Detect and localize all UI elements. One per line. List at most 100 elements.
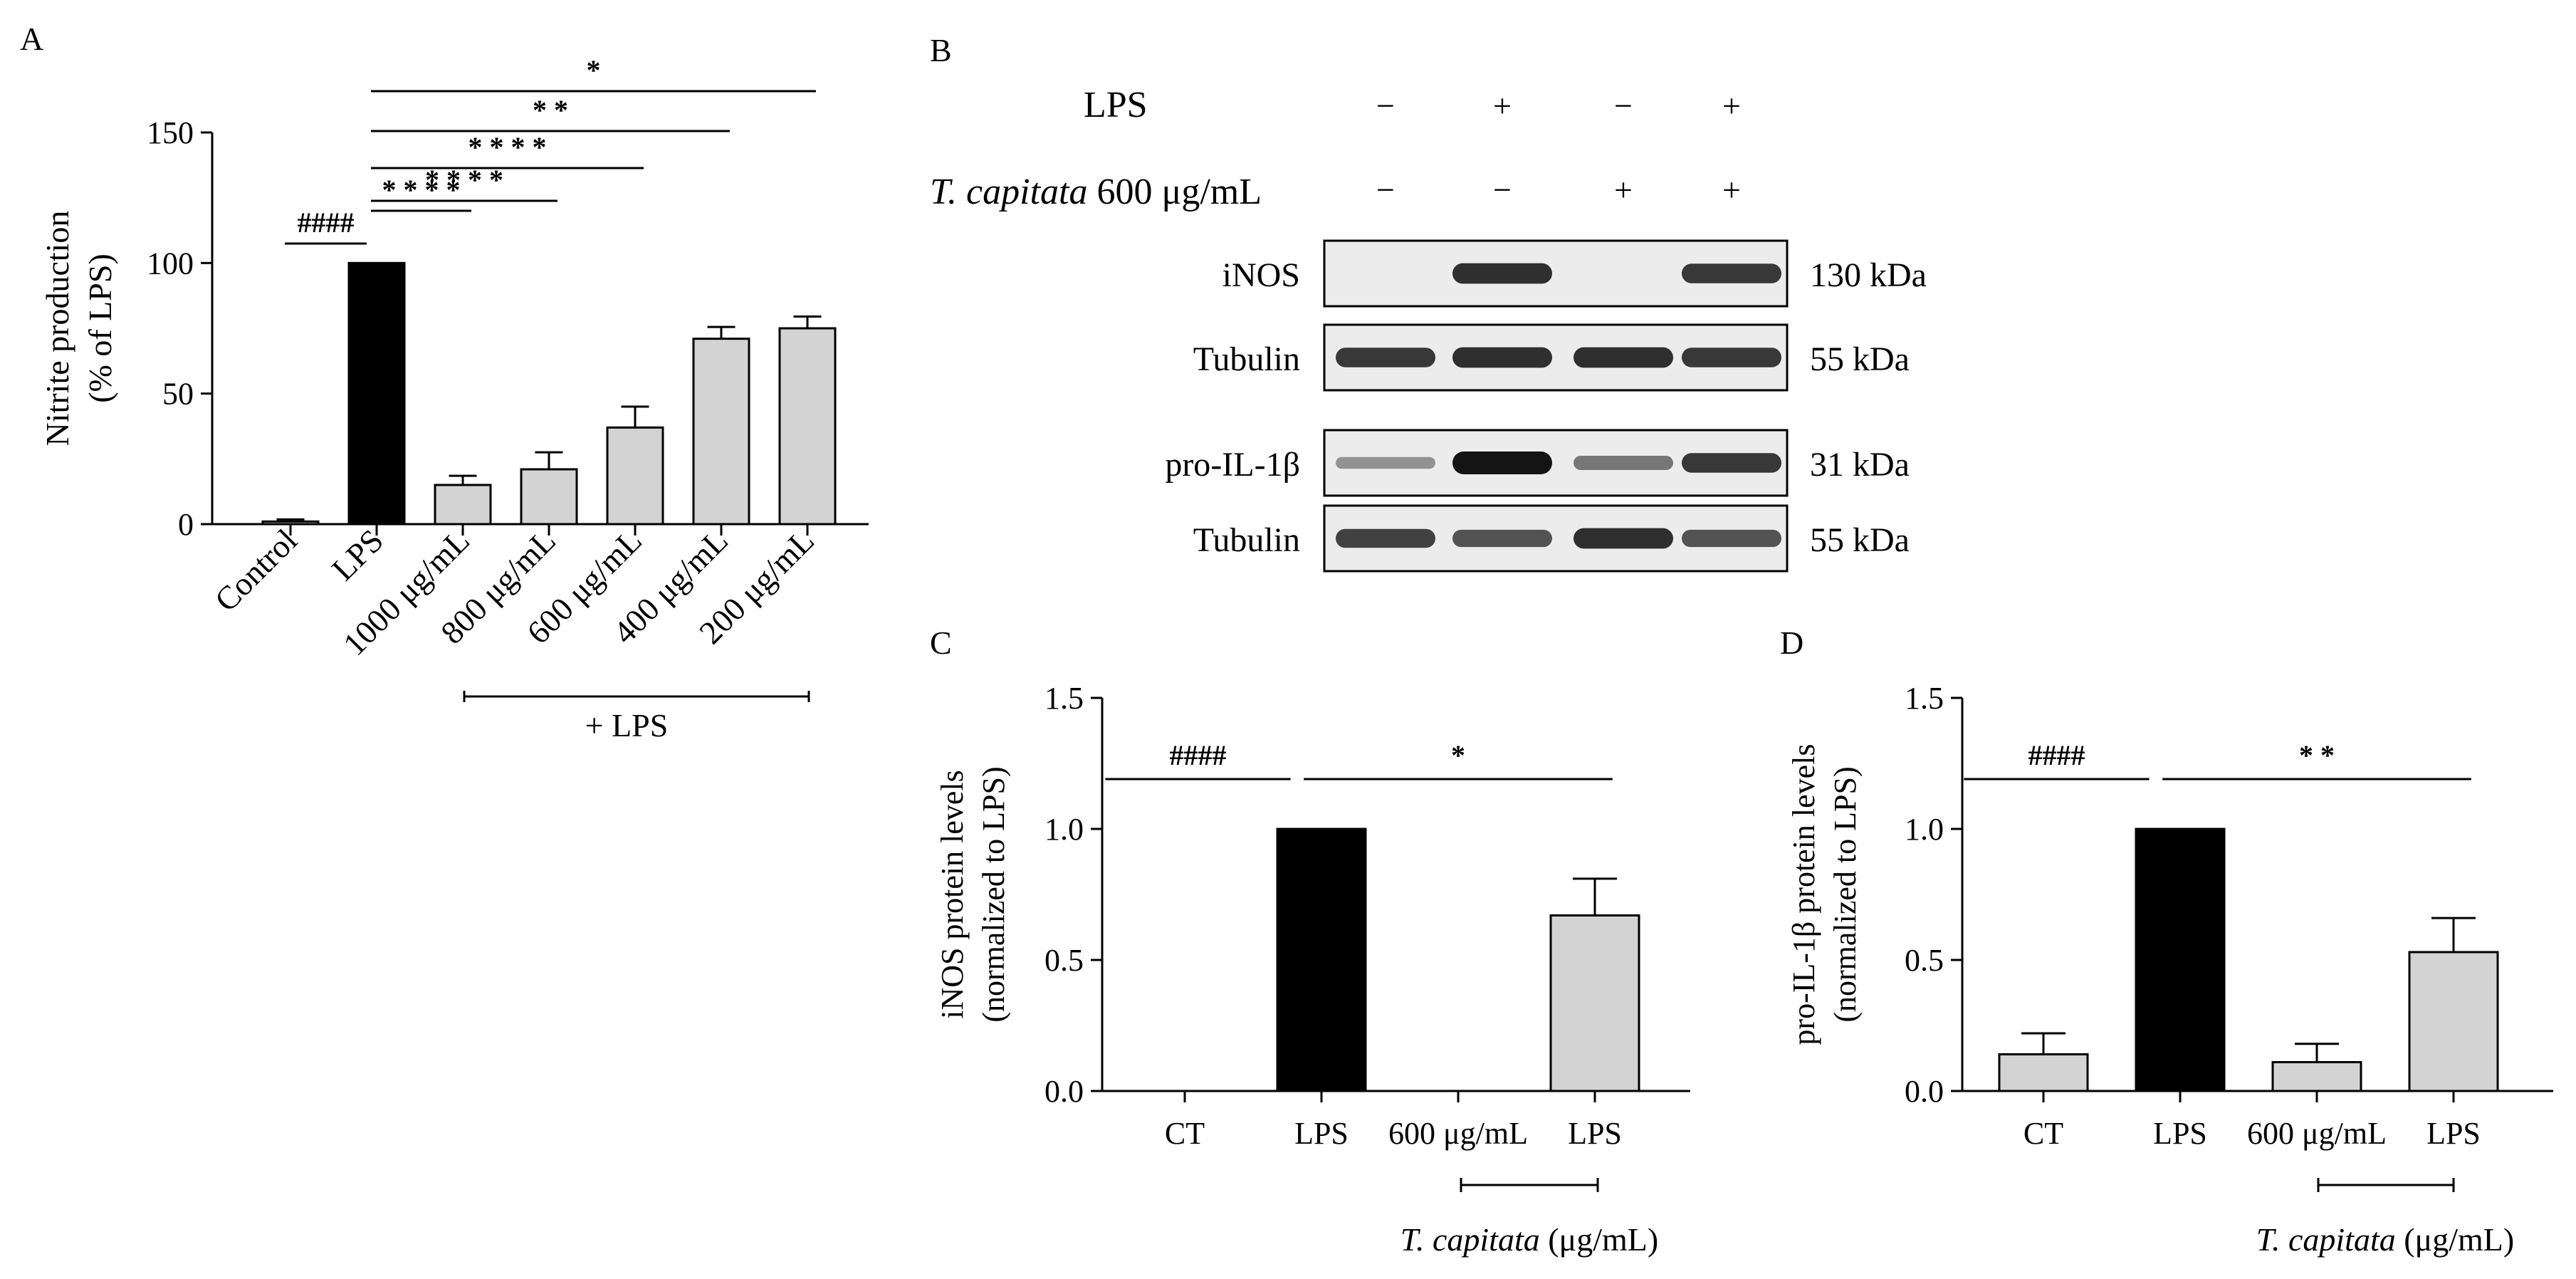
- chart-c-inos-levels: 0.0 0.5 1.0 1.5 iNOS protein levels (normaliz…: [935, 681, 1690, 1151]
- lps-sign: −: [1614, 88, 1633, 124]
- blot-kda-label: 55 kDa: [1810, 521, 1910, 559]
- blot-band: [1682, 453, 1781, 473]
- bar: [520, 468, 578, 526]
- x-tick-label: LPS: [1294, 1116, 1349, 1151]
- bar: [778, 327, 837, 526]
- y-tick-label: 1.0: [1044, 812, 1084, 847]
- bar: [434, 484, 492, 526]
- blot-band-rows: iNOS 130 kDa Tubulin 55 kDa pro-IL-1β 31 kDa T…: [1165, 239, 1927, 573]
- blot-band: [1574, 456, 1673, 470]
- significance-label: *: [587, 54, 601, 86]
- bracket-label-unit: (μg/mL): [1540, 1221, 1658, 1258]
- y-tick-label: 0.0: [1044, 1074, 1084, 1109]
- significance-label: * *: [2299, 739, 2335, 771]
- blot-band: [1574, 347, 1673, 368]
- bar: [1549, 914, 1640, 1092]
- blot-tc-name: T. capitata: [930, 172, 1087, 212]
- blot-band: [1336, 348, 1435, 367]
- y-tick-label: 1.0: [1905, 812, 1944, 847]
- blot-protein-label: Tubulin: [1193, 340, 1300, 378]
- chart-a-lps-bracket: + LPS: [463, 691, 810, 743]
- y-axis-label: iNOS protein levels: [935, 770, 970, 1019]
- y-axis-label-units: (% of LPS): [82, 254, 118, 403]
- significance-label: ####: [298, 207, 355, 239]
- blot-band: [1682, 263, 1781, 283]
- chart-d-tc-bracket: T. capitata (μg/mL): [2256, 1178, 2514, 1258]
- bracket-label: T. capitata (μg/mL): [2256, 1221, 2514, 1258]
- x-tick-label: CT: [2023, 1116, 2063, 1151]
- x-tick-label: LPS: [2153, 1116, 2207, 1151]
- blot-protein-label: pro-IL-1β: [1165, 446, 1300, 484]
- blot-lps-label: LPS: [1084, 85, 1148, 125]
- blot-kda-label: 31 kDa: [1810, 446, 1910, 484]
- y-axis-label-units: (normalized to LPS): [976, 766, 1011, 1022]
- blot-band: [1452, 529, 1552, 548]
- blot-treatment-signs: − + − + − − + +: [1376, 88, 1741, 208]
- y-tick-label: 0.0: [1905, 1074, 1944, 1109]
- bracket-label: T. capitata (μg/mL): [1400, 1221, 1658, 1258]
- tc-sign: +: [1722, 172, 1741, 208]
- y-tick-label: 1.5: [1905, 681, 1944, 716]
- blot-tc-label: T. capitata 600 μg/mL: [930, 172, 1262, 212]
- bracket-label-unit: (μg/mL): [2396, 1221, 2514, 1258]
- tc-sign: −: [1493, 172, 1512, 208]
- blot-row: Tubulin 55 kDa: [1193, 323, 1910, 392]
- bar: [1998, 1053, 2089, 1092]
- x-tick-label: Control: [208, 522, 304, 618]
- significance-label: ####: [1170, 739, 1227, 771]
- chart-c-tc-bracket: T. capitata (μg/mL): [1400, 1178, 1658, 1258]
- blot-protein-label: Tubulin: [1193, 521, 1300, 559]
- lps-sign: +: [1722, 88, 1741, 124]
- blot-row: Tubulin 55 kDa: [1193, 504, 1910, 573]
- panel-label-d: D: [1780, 625, 1803, 661]
- significance-label: * * * *: [468, 131, 547, 163]
- blot-row: pro-IL-1β 31 kDa: [1165, 429, 1910, 497]
- blot-band: [1336, 456, 1435, 469]
- tc-sign: −: [1376, 172, 1395, 208]
- y-tick-label: 0.5: [1044, 943, 1084, 978]
- bar: [261, 520, 320, 526]
- significance-label: ####: [2028, 739, 2085, 771]
- x-tick-label: LPS: [325, 522, 390, 588]
- blot-band: [1452, 347, 1552, 368]
- panel-label-a: A: [20, 21, 43, 57]
- bar: [1276, 828, 1367, 1092]
- blot-band: [1574, 528, 1673, 549]
- y-axis-label-units: (normalized to LPS): [1828, 766, 1863, 1022]
- bracket-label-species: T. capitata: [1400, 1221, 1540, 1258]
- panel-label-c: C: [930, 625, 952, 661]
- bar: [347, 261, 406, 526]
- bracket-label: + LPS: [585, 707, 669, 743]
- blot-tc-dose: 600 μg/mL: [1087, 172, 1262, 212]
- x-tick-label: CT: [1165, 1116, 1205, 1151]
- blot-band: [1682, 348, 1781, 367]
- bracket-label-species: T. capitata: [2256, 1221, 2396, 1258]
- significance-label: * *: [533, 94, 568, 126]
- x-tick-label: 600 μg/mL: [1388, 1116, 1528, 1151]
- y-tick-label: 0.5: [1905, 943, 1944, 978]
- bar: [606, 426, 664, 526]
- western-blot: LPS T. capitata 600 μg/mL − + − + − − + + iNOS 1…: [930, 85, 1927, 573]
- blot-band: [1452, 263, 1552, 284]
- chart-d-pro-il1b-levels: 0.0 0.5 1.0 1.5 pro-IL-1β protein levels (nor…: [1786, 681, 2553, 1151]
- bar: [2271, 1061, 2362, 1092]
- y-tick-label: 1.5: [1044, 681, 1084, 716]
- x-tick-label: 600 μg/mL: [2247, 1116, 2387, 1151]
- lps-sign: −: [1376, 88, 1395, 124]
- panel-label-b: B: [930, 32, 952, 68]
- y-axis-label: Nitrite production: [39, 211, 75, 447]
- blot-kda-label: 130 kDa: [1810, 256, 1927, 294]
- y-tick-label: 50: [162, 377, 194, 412]
- y-tick-label: 0: [178, 507, 194, 542]
- y-tick-label: 100: [147, 246, 194, 281]
- x-tick-label: LPS: [1568, 1116, 1622, 1151]
- significance-label: *: [1451, 739, 1465, 771]
- y-axis-label: pro-IL-1β protein levels: [1786, 743, 1821, 1045]
- blot-row: iNOS 130 kDa: [1222, 239, 1927, 308]
- tc-sign: +: [1614, 172, 1633, 208]
- chart-a-nitrite-production: 0 50 100 150 Nitrite production (% of LPS) Con…: [39, 54, 869, 662]
- blot-band: [1682, 529, 1781, 548]
- blot-band: [1452, 451, 1552, 474]
- x-tick-label: LPS: [2426, 1116, 2481, 1151]
